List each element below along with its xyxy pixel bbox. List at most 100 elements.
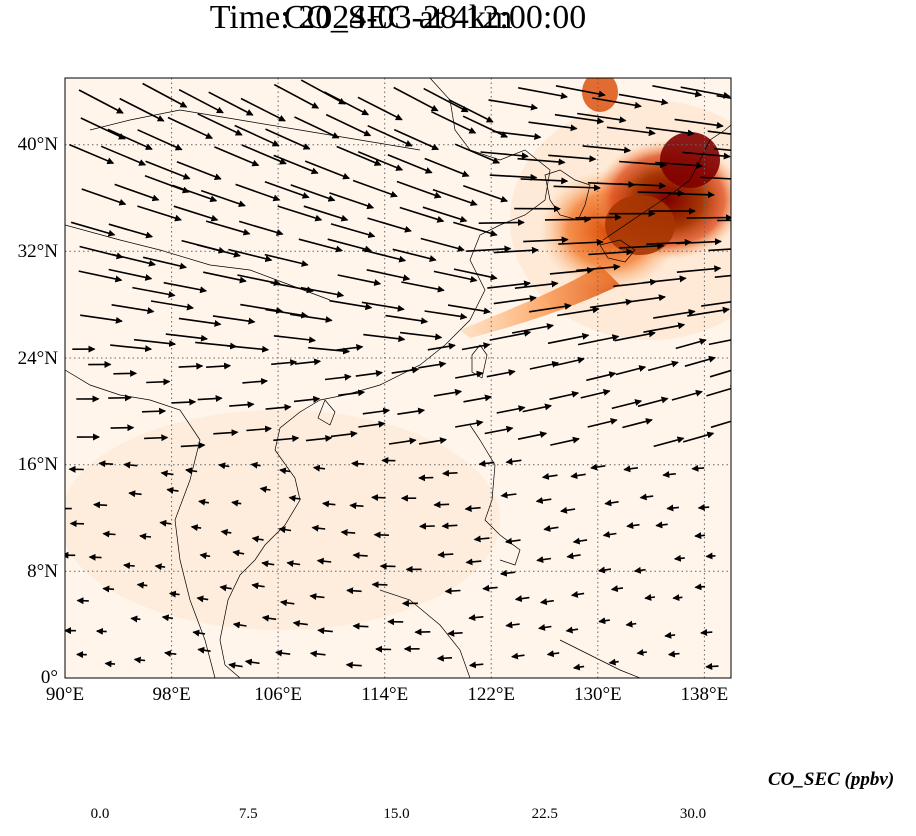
wind-arrow <box>278 526 292 534</box>
wind-arrow <box>388 437 417 445</box>
wind-arrow <box>197 395 223 403</box>
wind-arrow <box>653 436 685 448</box>
wind-arrow <box>518 87 568 100</box>
wind-arrow <box>352 179 398 198</box>
wind-arrow <box>644 593 656 601</box>
wind-arrow <box>200 189 246 208</box>
wind-arrow <box>197 113 243 136</box>
wind-arrow <box>108 223 154 239</box>
wind-arrow <box>289 313 333 323</box>
wind-arrow <box>462 115 509 138</box>
wind-arrow <box>647 360 679 372</box>
wind-arrow <box>558 238 604 246</box>
wind-arrow <box>358 420 386 428</box>
wind-arrow <box>80 314 123 324</box>
wind-vector-field <box>65 79 731 671</box>
wind-arrow <box>213 429 239 437</box>
wind-arrow <box>393 86 439 112</box>
wind-arrow <box>277 205 323 222</box>
wind-arrow <box>114 183 160 202</box>
wind-arrow <box>336 145 382 166</box>
wind-arrow <box>234 124 280 147</box>
wind-arrow <box>489 329 532 341</box>
wind-arrow <box>598 617 610 625</box>
lat-tick-24n: 24°N <box>17 348 58 369</box>
wind-arrow <box>264 253 309 267</box>
wind-arrow <box>468 661 484 669</box>
wind-arrow <box>265 128 311 150</box>
wind-arrow <box>240 97 286 122</box>
wind-arrow <box>123 461 138 469</box>
wind-arrow <box>544 215 592 223</box>
wind-arrow <box>676 265 722 273</box>
wind-arrow <box>102 530 116 538</box>
wind-arrow <box>137 129 183 151</box>
wind-arrow <box>294 116 340 139</box>
wind-arrow <box>228 662 243 669</box>
wind-arrow <box>387 154 433 174</box>
wind-arrow <box>680 86 731 99</box>
wind-arrow <box>587 418 618 428</box>
wind-arrow <box>418 437 447 445</box>
wind-arrow <box>185 467 198 475</box>
wind-arrow <box>478 460 495 467</box>
wind-arrow <box>539 598 554 606</box>
wind-arrow <box>392 248 437 262</box>
wind-arrow <box>642 275 687 284</box>
map-title-line2: Time: 2024-03-28 12:00:00 <box>209 0 587 36</box>
wind-arrow <box>178 362 204 370</box>
wind-arrow <box>367 124 413 147</box>
wind-arrow <box>113 369 138 377</box>
wind-arrow <box>141 407 167 415</box>
wind-arrow <box>136 581 148 589</box>
map-frame-border <box>64 77 732 679</box>
wind-arrow <box>325 113 372 137</box>
wind-arrow <box>671 389 703 401</box>
wind-arrow <box>448 98 494 123</box>
wind-arrow <box>309 650 326 658</box>
wind-arrow <box>330 223 376 239</box>
wind-arrow <box>667 191 715 199</box>
wind-arrow <box>441 522 458 530</box>
wind-arrow <box>271 359 298 367</box>
wind-arrow <box>566 552 581 560</box>
lon-tick-122e: 122°E <box>467 684 516 705</box>
wind-arrow <box>228 248 273 263</box>
wind-arrow <box>528 121 578 132</box>
wind-arrow <box>694 532 706 540</box>
wind-arrow <box>592 97 642 109</box>
wind-arrow <box>361 301 405 312</box>
wind-arrow <box>346 587 362 595</box>
wind-arrow <box>264 180 310 199</box>
wind-arrow <box>400 331 443 341</box>
wind-arrow <box>514 595 530 603</box>
wind-arrow <box>190 524 202 532</box>
wind-arrow <box>427 342 456 351</box>
wind-arrow <box>424 310 468 320</box>
wind-arrow <box>235 183 281 202</box>
wind-arrow <box>541 472 558 480</box>
wind-arrow <box>198 498 210 506</box>
colorbar-label: CO_SEC (ppbv) <box>768 769 895 790</box>
wind-arrow <box>486 369 516 378</box>
wind-arrow <box>232 549 245 557</box>
wind-arrow <box>165 333 208 342</box>
wind-arrow <box>523 236 569 244</box>
wind-arrow <box>560 506 576 514</box>
wind-arrow <box>176 160 222 180</box>
wind-arrow <box>710 420 731 429</box>
wind-arrow <box>453 268 498 281</box>
wind-arrow <box>100 145 147 166</box>
wind-arrow <box>543 525 559 532</box>
wind-arrow <box>700 628 713 636</box>
wind-arrow <box>717 219 731 222</box>
wind-arrow <box>714 274 731 278</box>
wind-arrow <box>480 151 529 160</box>
wind-arrow <box>673 554 685 562</box>
wind-arrow <box>78 89 124 114</box>
wind-arrow <box>231 499 242 507</box>
wind-arrow <box>133 656 146 664</box>
wind-arrow <box>214 146 260 167</box>
map-title-line1: CO_SEC at 4km <box>283 0 513 36</box>
wind-arrow <box>164 650 177 658</box>
